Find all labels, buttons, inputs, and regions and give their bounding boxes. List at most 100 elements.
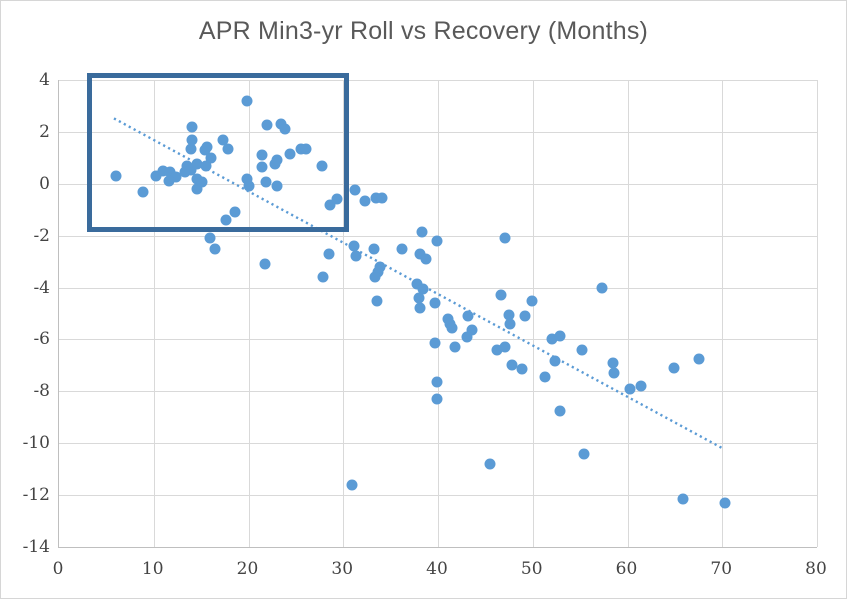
data-point: [429, 337, 441, 349]
x-axis-tick-label: 30: [331, 559, 354, 579]
data-point: [271, 180, 283, 192]
data-point: [462, 310, 474, 322]
data-point: [539, 371, 551, 383]
data-point: [431, 235, 443, 247]
x-axis-tick-label: 50: [520, 559, 543, 579]
data-point: [300, 143, 312, 155]
data-point: [220, 214, 232, 226]
data-point: [596, 282, 608, 294]
data-point: [411, 278, 423, 290]
x-axis-tick-label: 60: [615, 559, 638, 579]
vertical-gridline: [343, 80, 345, 547]
vertical-gridline: [722, 80, 724, 547]
data-point: [164, 166, 176, 178]
vertical-gridline: [817, 80, 818, 547]
data-point: [348, 240, 360, 252]
data-point: [503, 309, 515, 321]
x-axis-tick-label: 20: [236, 559, 259, 579]
data-point: [137, 186, 149, 198]
data-point: [295, 143, 307, 155]
data-point: [554, 330, 566, 342]
data-point: [256, 149, 268, 161]
data-point: [346, 479, 358, 491]
data-point: [185, 143, 197, 155]
data-point: [466, 324, 478, 336]
data-point: [186, 134, 198, 146]
data-point: [275, 118, 287, 130]
data-point: [431, 393, 443, 405]
y-axis-tick-label: -6: [33, 329, 50, 350]
data-point: [519, 310, 531, 322]
data-point: [191, 183, 203, 195]
data-point: [204, 232, 216, 244]
data-point: [284, 148, 296, 160]
data-point: [549, 355, 561, 367]
data-point: [608, 367, 620, 379]
data-point: [413, 292, 425, 304]
data-point: [217, 134, 229, 146]
chart-title: APR Min3-yr Roll vs Recovery (Months): [198, 17, 649, 45]
vertical-gridline: [153, 80, 155, 547]
data-point: [222, 143, 234, 155]
data-point: [241, 95, 253, 107]
data-point: [260, 176, 272, 188]
data-point: [205, 152, 217, 164]
data-point: [499, 232, 511, 244]
data-point: [163, 175, 175, 187]
data-point: [484, 458, 496, 470]
data-point: [243, 180, 254, 192]
y-axis-tick-label: -10: [22, 433, 50, 454]
data-point: [369, 271, 381, 283]
data-point: [576, 344, 588, 356]
x-axis-tick-label: 80: [805, 559, 827, 579]
data-point: [504, 318, 516, 330]
data-point: [323, 248, 335, 260]
data-point: [526, 295, 538, 307]
data-point: [414, 248, 426, 260]
data-point: [261, 119, 273, 131]
data-point: [506, 359, 518, 371]
data-point: [157, 165, 169, 177]
data-point: [416, 226, 428, 238]
data-point: [449, 341, 461, 353]
data-point: [331, 193, 343, 205]
data-point: [170, 171, 182, 183]
data-point: [349, 184, 361, 196]
data-point: [396, 243, 408, 255]
data-point: [241, 173, 253, 185]
data-point: [316, 160, 328, 172]
data-point: [554, 405, 566, 417]
y-axis-tick-label: -2: [33, 225, 50, 246]
y-axis-tick-label: -4: [33, 277, 50, 298]
data-point: [417, 283, 429, 295]
vertical-gridline: [627, 80, 629, 547]
data-point: [271, 154, 283, 166]
data-point: [635, 380, 647, 392]
data-point: [546, 333, 558, 345]
data-point: [461, 331, 473, 343]
y-axis-tick-label: -12: [22, 485, 50, 506]
y-axis-tick-label: 2: [39, 121, 50, 142]
data-point: [324, 199, 336, 211]
x-axis-tick-label: 10: [141, 559, 164, 579]
data-point: [179, 166, 191, 178]
data-point: [499, 341, 511, 353]
data-point: [578, 448, 590, 460]
data-point: [196, 176, 208, 188]
data-point: [368, 243, 380, 255]
data-point: [414, 302, 426, 314]
vertical-gridline: [248, 80, 250, 547]
data-point: [420, 253, 432, 265]
x-axis-tick-label: 70: [710, 559, 733, 579]
data-point: [370, 192, 382, 204]
vertical-gridline: [532, 80, 534, 547]
data-point: [259, 258, 271, 270]
data-point: [607, 357, 619, 369]
data-point: [200, 160, 212, 172]
annotation-rectangle: [87, 73, 349, 233]
data-point: [376, 192, 388, 204]
data-point: [256, 161, 268, 173]
data-point: [350, 250, 362, 262]
data-point: [624, 383, 636, 395]
